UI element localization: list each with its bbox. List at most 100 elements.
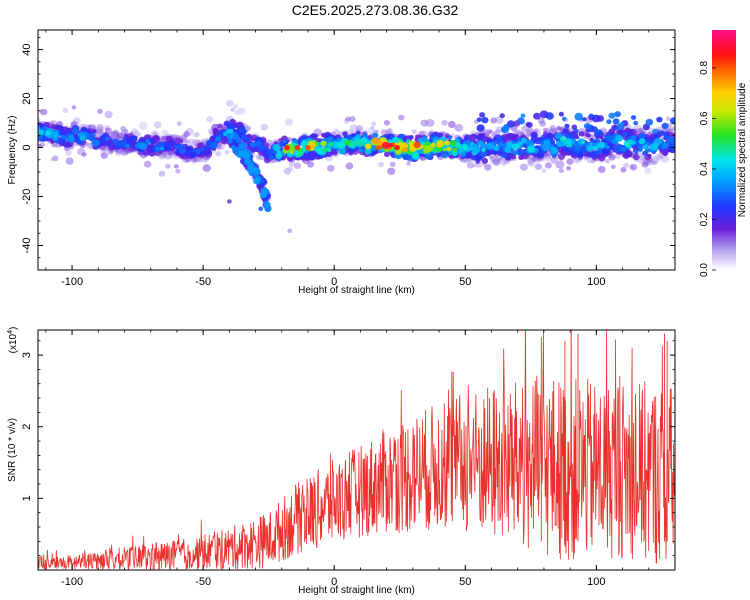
heat-cell — [436, 142, 442, 148]
heat-cell — [642, 144, 648, 150]
heat-cell — [530, 131, 538, 139]
heat-cell — [586, 133, 591, 138]
heat-cell — [176, 121, 182, 126]
heat-cell — [532, 152, 539, 158]
heat-cell — [516, 144, 520, 149]
heat-cell — [227, 199, 232, 204]
heat-cell — [661, 142, 669, 149]
heat-cell — [246, 166, 255, 174]
heat-cell — [153, 135, 159, 140]
heat-cell — [332, 150, 338, 156]
heat-cell — [526, 133, 531, 138]
heat-cell — [155, 147, 160, 151]
heat-cell — [512, 149, 519, 156]
colorbar-tick-label: 0.4 — [699, 162, 710, 176]
heat-cell — [457, 146, 461, 150]
heat-cell — [527, 145, 535, 153]
heat-cell — [656, 116, 663, 123]
colorbar-tick-label: 0.0 — [699, 263, 710, 277]
heat-cell — [342, 131, 348, 137]
snr-xlabel: Height of straight line (km) — [298, 585, 415, 596]
heat-cell — [406, 161, 411, 166]
colorbar-tick-label: 0.2 — [699, 212, 710, 226]
heat-cell — [193, 158, 198, 163]
heat-cell — [470, 141, 474, 146]
heat-cell — [411, 153, 417, 158]
heat-cell — [441, 152, 448, 159]
heat-cell — [237, 127, 245, 134]
heat-cell — [159, 146, 165, 151]
heat-cell — [230, 144, 236, 150]
heat-cell — [139, 142, 148, 150]
heat-cell — [327, 164, 335, 172]
heat-cell — [250, 137, 255, 141]
spectrogram-heatmap — [38, 99, 675, 233]
heat-cell — [258, 206, 264, 211]
heat-cell — [263, 201, 271, 208]
heat-cell — [322, 147, 328, 152]
heat-cell — [355, 139, 364, 147]
spectrogram-ytick-label: -40 — [21, 238, 33, 254]
heat-cell — [517, 117, 525, 125]
heat-cell — [246, 125, 251, 131]
heat-cell — [430, 143, 436, 148]
heat-cell — [661, 122, 669, 130]
heat-cell — [632, 154, 640, 161]
heat-cell — [97, 108, 103, 114]
spectrogram-ticks: -100 -50 0 50 100 -40 -20 0 20 40 — [21, 30, 676, 288]
heat-cell — [398, 134, 404, 139]
heat-cell — [92, 129, 97, 134]
heat-cell — [571, 124, 578, 130]
heat-cell — [100, 152, 108, 159]
heat-cell — [105, 136, 110, 141]
heat-cell — [506, 141, 513, 148]
heat-cell — [610, 164, 616, 169]
heat-cell — [586, 145, 594, 152]
heat-cell — [355, 125, 364, 132]
heat-cell — [260, 123, 269, 131]
spectrogram-xtick-label: 0 — [331, 276, 337, 288]
heat-cell — [315, 147, 321, 153]
heat-cell — [143, 160, 152, 168]
heat-cell — [583, 123, 591, 130]
heat-cell — [411, 129, 417, 134]
heat-cell — [284, 145, 290, 151]
heat-cell — [589, 142, 594, 146]
heat-cell — [355, 130, 361, 136]
snr-ylabel: SNR (10 * v/v) — [7, 418, 18, 482]
heat-cell — [255, 154, 262, 160]
heat-cell — [481, 157, 489, 164]
heat-cell — [224, 150, 230, 155]
heat-cell — [481, 116, 489, 124]
heat-cell — [38, 129, 45, 136]
heat-cell — [158, 170, 166, 177]
heat-cell — [120, 126, 126, 132]
heat-cell — [371, 137, 380, 145]
heat-cell — [425, 119, 435, 127]
heat-cell — [620, 146, 627, 153]
heat-cell — [374, 129, 379, 134]
heat-cell — [638, 148, 643, 152]
heat-cell — [564, 123, 570, 129]
spectrogram-ytick-label: 0 — [21, 144, 33, 150]
heat-cell — [631, 140, 636, 145]
heat-cell — [183, 131, 190, 138]
heat-cell — [215, 136, 222, 142]
heat-cell — [441, 119, 448, 126]
heat-cell — [566, 166, 572, 171]
heat-cell — [620, 167, 627, 173]
heat-cell — [226, 99, 234, 107]
colorbar-tick-label: 0.6 — [699, 111, 710, 125]
heat-cell — [560, 136, 566, 142]
heat-cell — [490, 117, 497, 124]
heat-cell — [91, 139, 100, 147]
heat-cell — [293, 162, 302, 169]
heat-cell — [484, 164, 492, 171]
spectrogram-ytick-label: 20 — [21, 92, 33, 104]
heat-cell — [174, 145, 179, 149]
heat-cell — [346, 134, 353, 140]
snr-ytick-label: 1 — [21, 495, 33, 501]
heat-cell — [495, 116, 504, 124]
heat-cell — [661, 155, 670, 163]
colorbar-label: Normalized spectral amplitude — [737, 82, 748, 217]
